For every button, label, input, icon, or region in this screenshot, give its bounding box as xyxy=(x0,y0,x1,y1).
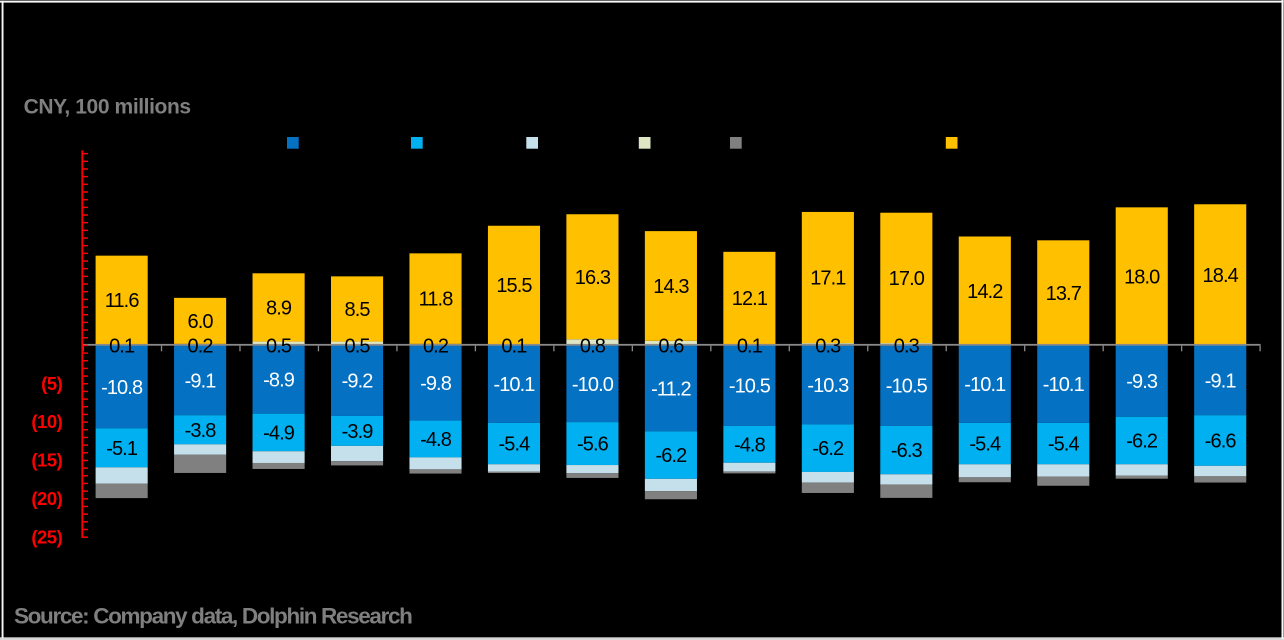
svg-text:-5.1: -5.1 xyxy=(106,438,138,460)
svg-text:17.1: 17.1 xyxy=(810,268,846,290)
svg-text:-10.1: -10.1 xyxy=(493,374,535,396)
svg-text:-5.6: -5.6 xyxy=(577,434,609,456)
svg-text:-10.5: -10.5 xyxy=(886,376,928,398)
svg-text:-10.1: -10.1 xyxy=(1043,374,1085,396)
svg-text:0.1: 0.1 xyxy=(109,336,135,358)
svg-text:Source: Company data, Dolphin: Source: Company data, Dolphin Research xyxy=(14,604,412,629)
svg-text:-5.4: -5.4 xyxy=(969,434,1001,456)
svg-text:15.5: 15.5 xyxy=(496,275,532,297)
svg-text:17.0: 17.0 xyxy=(889,268,925,290)
svg-text:8.9: 8.9 xyxy=(266,297,292,319)
svg-text:-4.9: -4.9 xyxy=(263,422,295,444)
svg-text:-9.1: -9.1 xyxy=(185,370,217,392)
svg-text:-11.2: -11.2 xyxy=(651,378,691,400)
svg-text:CNY, 100 millions: CNY, 100 millions xyxy=(24,95,191,118)
svg-text:-6.2: -6.2 xyxy=(1126,431,1158,453)
svg-text:-10.3: -10.3 xyxy=(807,375,849,397)
svg-text:11.8: 11.8 xyxy=(419,289,454,311)
svg-text:-10.1: -10.1 xyxy=(964,374,1006,396)
svg-text:0.3: 0.3 xyxy=(894,336,920,358)
svg-text:14.2: 14.2 xyxy=(967,281,1003,303)
svg-text:(10): (10) xyxy=(31,411,62,432)
svg-text:-10.5: -10.5 xyxy=(729,376,771,398)
svg-text:18.4: 18.4 xyxy=(1203,265,1239,287)
svg-text:0.3: 0.3 xyxy=(815,336,841,358)
svg-text:-9.1: -9.1 xyxy=(1205,370,1237,392)
svg-text:-6.2: -6.2 xyxy=(655,445,687,467)
svg-text:0.5: 0.5 xyxy=(266,336,292,358)
svg-text:-10.8: -10.8 xyxy=(101,377,143,399)
svg-text:-5.4: -5.4 xyxy=(499,434,531,456)
svg-text:0.2: 0.2 xyxy=(423,336,449,358)
svg-text:16.3: 16.3 xyxy=(575,267,611,289)
svg-text:(5): (5) xyxy=(41,373,62,394)
svg-text:11.6: 11.6 xyxy=(105,290,140,312)
svg-text:0.1: 0.1 xyxy=(501,336,527,358)
svg-text:0.1: 0.1 xyxy=(737,336,763,358)
svg-text:-3.9: -3.9 xyxy=(342,421,374,443)
svg-text:-4.8: -4.8 xyxy=(420,429,452,451)
svg-text:-4.8: -4.8 xyxy=(734,434,766,456)
svg-text:-8.9: -8.9 xyxy=(263,370,295,392)
svg-text:-3.8: -3.8 xyxy=(185,420,217,442)
svg-text:8.5: 8.5 xyxy=(344,299,370,321)
svg-text:(20): (20) xyxy=(31,488,62,509)
svg-text:-6.3: -6.3 xyxy=(891,440,923,462)
svg-text:-5.4: -5.4 xyxy=(1048,434,1080,456)
svg-text:(15): (15) xyxy=(31,450,62,471)
svg-text:-9.3: -9.3 xyxy=(1126,371,1158,393)
svg-text:0.5: 0.5 xyxy=(344,336,370,358)
svg-text:0.8: 0.8 xyxy=(580,336,606,358)
svg-text:-9.2: -9.2 xyxy=(342,371,374,393)
svg-text:-10.0: -10.0 xyxy=(572,374,614,396)
svg-text:-6.6: -6.6 xyxy=(1205,431,1237,453)
svg-text:0.6: 0.6 xyxy=(658,336,684,358)
svg-text:14.3: 14.3 xyxy=(653,276,689,298)
svg-text:-9.8: -9.8 xyxy=(420,373,452,395)
svg-text:0.2: 0.2 xyxy=(188,336,214,358)
svg-text:6.0: 6.0 xyxy=(188,311,214,333)
svg-text:18.0: 18.0 xyxy=(1124,266,1160,288)
svg-text:-6.2: -6.2 xyxy=(812,438,844,460)
svg-text:13.7: 13.7 xyxy=(1046,283,1082,305)
svg-text:(25): (25) xyxy=(31,526,62,547)
svg-text:12.1: 12.1 xyxy=(732,288,768,310)
